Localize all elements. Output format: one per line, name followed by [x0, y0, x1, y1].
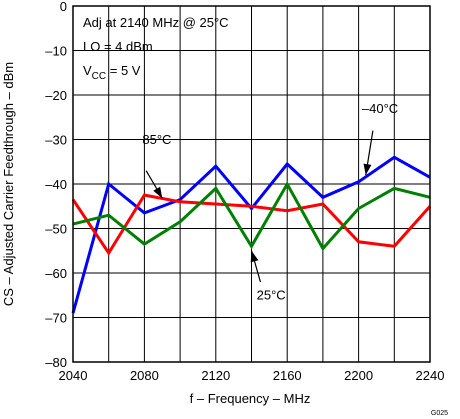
grid [73, 6, 430, 362]
condition-line-2: LO = 4 dBm [83, 39, 153, 54]
y-tick-label: –40 [45, 177, 67, 192]
series-line-3 [72, 180, 431, 252]
y-tick-label: –20 [45, 88, 67, 103]
annotation-arrow-head [153, 186, 163, 199]
y-tick-label: –60 [45, 266, 67, 281]
annotation-arrow-head [250, 250, 259, 263]
y-tick-label: –30 [45, 133, 67, 148]
x-tick-label: 2240 [416, 368, 445, 383]
y-tick-label: 0 [60, 0, 67, 14]
y-tick-label: –10 [45, 44, 67, 59]
x-axis-title: f – Frequency – MHz [190, 391, 311, 406]
figure-id: G025 [431, 410, 448, 417]
vcc-v: V [83, 63, 92, 78]
conditions-box: Adj at 2140 MHz @ 25°C LO = 4 dBm VCC = … [83, 15, 229, 82]
annotation-label: 25°C [257, 288, 286, 303]
y-tick-label: –80 [45, 355, 67, 370]
condition-line-3: VCC = 5 V [83, 63, 141, 82]
annotations: 85°C –40°C 25°C [142, 101, 398, 303]
x-tick-label: 2200 [344, 368, 373, 383]
condition-line-1: Adj at 2140 MHz @ 25°C [83, 15, 229, 30]
vcc-value: = 5 V [106, 63, 141, 78]
x-tick-label: 2040 [59, 368, 88, 383]
annotation-arrow-head [363, 163, 372, 176]
y-axis-title: CS – Adjusted Carrier Feedthrough – dBm [1, 62, 16, 306]
x-tick-label: 2160 [273, 368, 302, 383]
x-tick-label: 2120 [201, 368, 230, 383]
y-tick-label: –50 [45, 222, 67, 237]
plot-frame [72, 5, 431, 363]
series-line-2 [71, 193, 432, 256]
series-layer [71, 155, 432, 314]
annotation-label: –40°C [362, 101, 398, 116]
vcc-subscript: CC [92, 71, 106, 82]
tick-labels: 2040 2080 2120 2160 2200 2240 0 –10 –20 –30 –40 –50… [45, 0, 444, 383]
series-line-1 [71, 155, 431, 314]
y-tick-label: –70 [45, 311, 67, 326]
x-tick-label: 2080 [130, 368, 159, 383]
annotation-label: 85°C [142, 132, 171, 147]
